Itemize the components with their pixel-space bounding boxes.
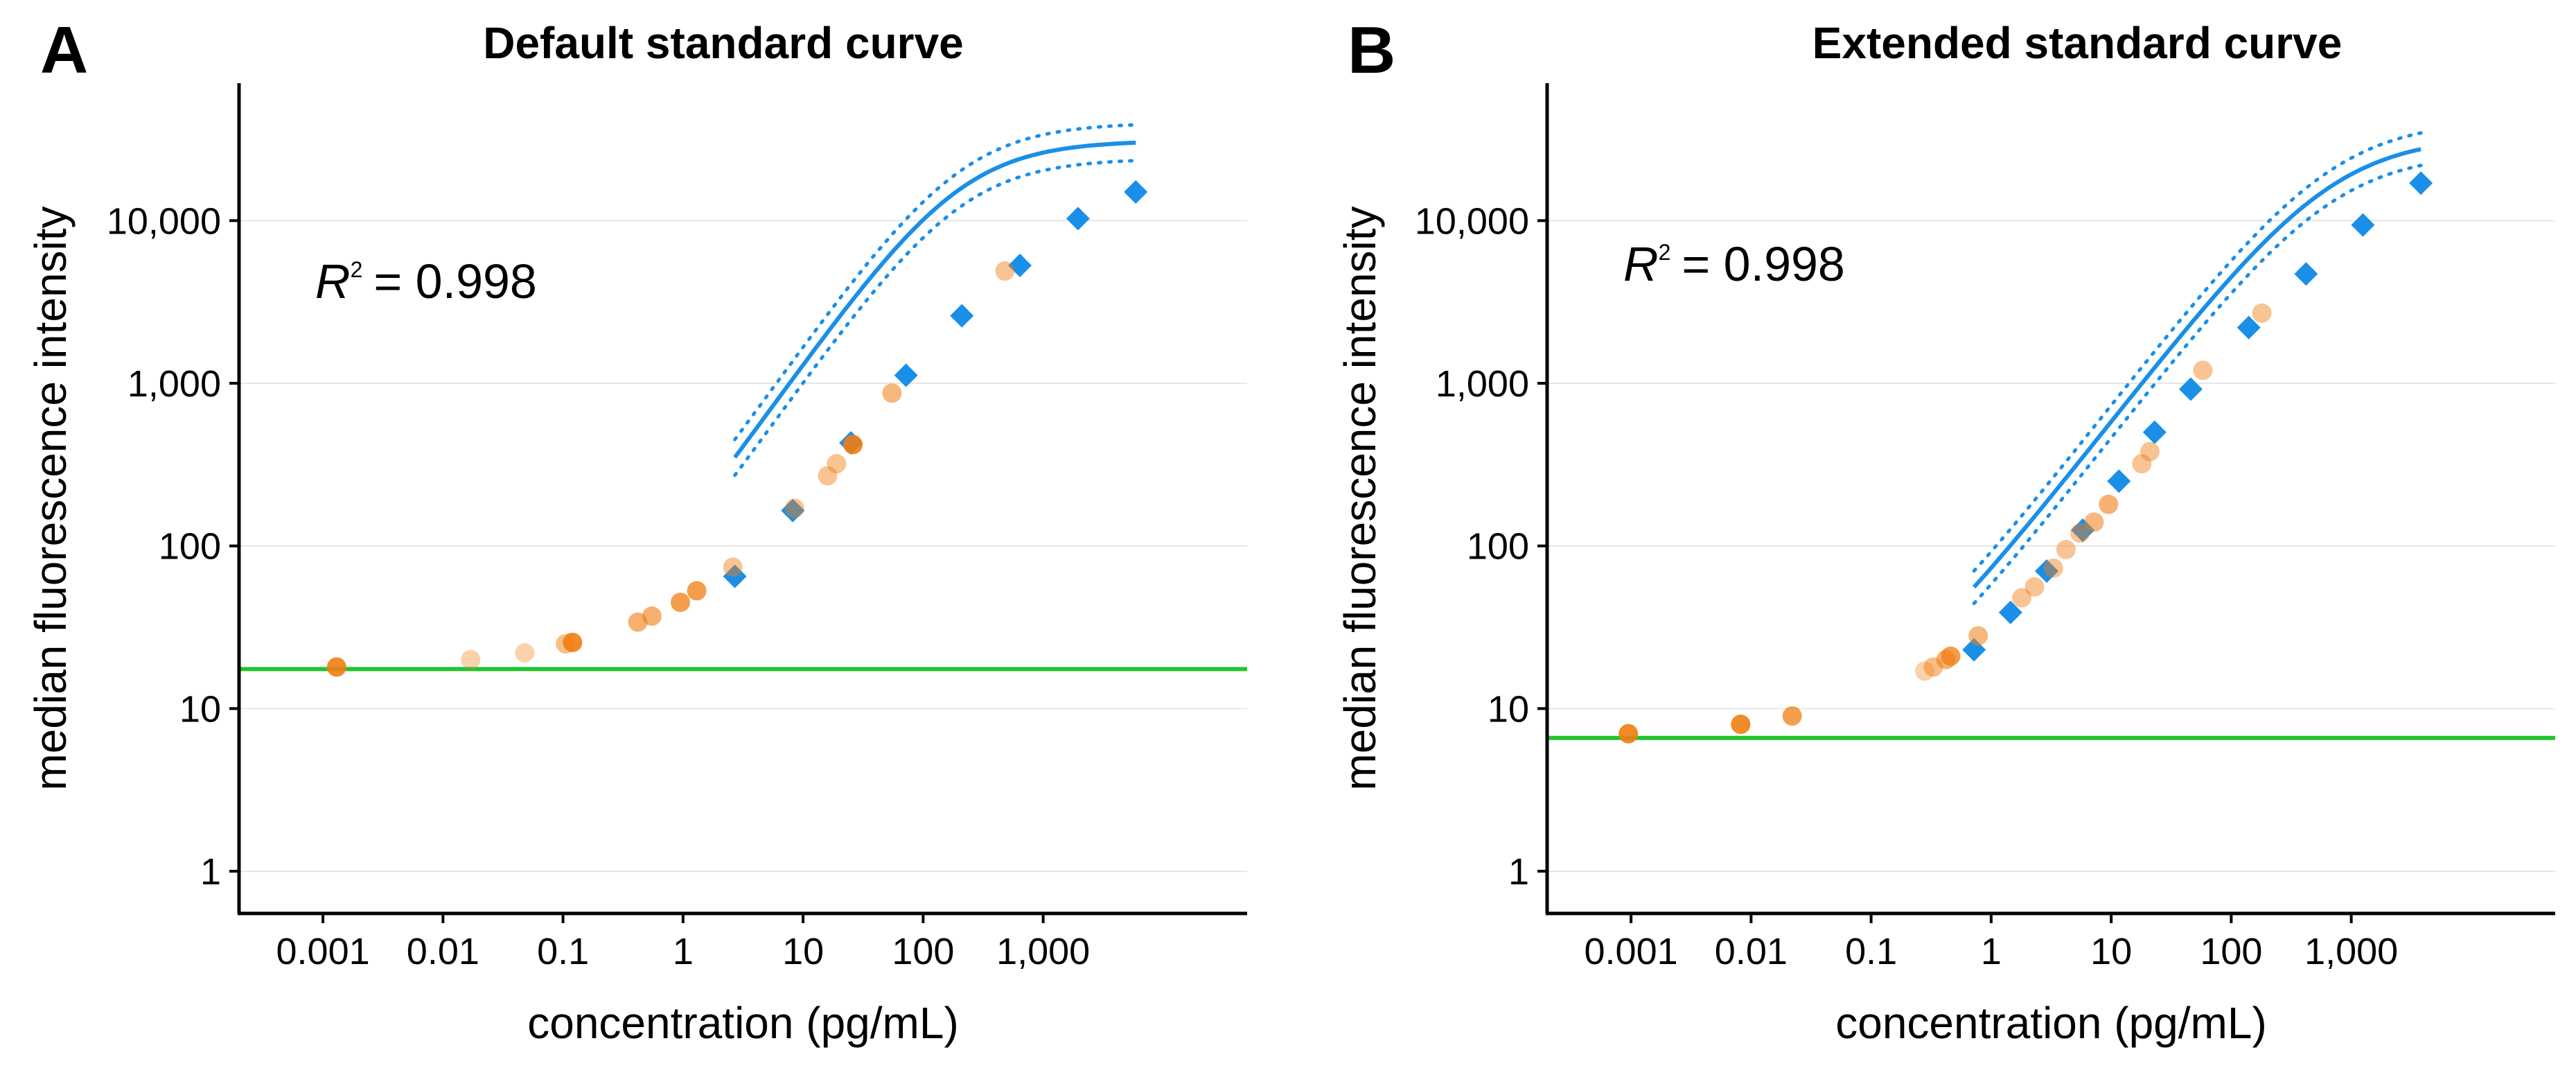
sample-point [2193,360,2213,380]
y-tick-label: 1 [1508,851,1529,893]
y-tick-label: 100 [159,526,221,568]
panel-b-title: Extended standard curve [1812,18,2343,68]
standard-point [2034,559,2058,584]
sample-point [563,632,583,652]
standard-point [2294,262,2318,286]
confidence-band-upper [733,123,1138,441]
sample-point [1782,706,1802,726]
standard-point [2178,377,2203,401]
sample-point [2140,441,2160,462]
x-tick-label: 10 [2090,931,2132,972]
standard-point [723,564,747,588]
sample-point [2099,494,2119,514]
panel-letter-a: A [40,13,88,87]
x-tick-label: 100 [892,931,954,972]
y-tick-label: 10,000 [1415,200,1529,242]
sample-point [687,581,707,601]
standard-point [1066,207,1090,231]
y-tick-label: 10,000 [107,200,221,242]
confidence-band-upper [1972,131,2423,573]
standard-point [2107,469,2131,493]
r-squared-annotation: R2 = 0.998 [315,254,537,308]
fit-curve [1972,147,2421,589]
sample-point [2012,588,2032,608]
y-axis-label: median fluorescence intensity [26,206,76,790]
standard-point [1124,180,1148,204]
sample-point [784,498,804,518]
sample-point [827,454,847,474]
y-tick-label: 1,000 [127,363,221,405]
x-tick-label: 1 [1981,931,2002,972]
sample-point [326,657,346,677]
standard-point [894,363,918,387]
panel-a-title: Default standard curve [483,18,964,68]
x-tick-label: 0.01 [407,931,479,972]
y-tick-label: 10 [179,688,221,730]
confidence-band-lower [733,159,1138,478]
sample-point [671,593,691,613]
standard-point [2142,420,2167,444]
sample-point [2252,303,2272,323]
sample-point [882,383,902,403]
x-tick-label: 1,000 [996,931,1090,972]
standard-point [2409,171,2433,195]
sample-point [461,649,481,669]
panel-a: A Default standard curve 1 10 100 1,000 10,0… [26,13,1247,1048]
sample-point [995,261,1015,281]
sample-point [1618,724,1639,744]
sample-point [1968,626,1988,646]
sample-point [2132,454,2152,474]
x-tick-label: 1 [673,931,694,972]
sample-point [818,466,838,486]
y-axis-label: median fluorescence intensity [1335,206,1385,790]
sample-point [2024,577,2045,597]
x-tick-label: 1,000 [2304,931,2398,972]
x-tick-label: 100 [2200,931,2262,972]
x-tick-label: 0.1 [537,931,589,972]
sample-point [515,643,535,663]
sample-point [1941,646,1961,666]
sample-point [2084,512,2104,532]
r-squared-annotation: R2 = 0.998 [1623,237,1845,291]
y-tick-label: 100 [1467,526,1529,568]
standard-point [1998,600,2022,624]
sample-point [2043,558,2063,578]
x-tick-label: 0.001 [1585,931,1678,972]
standard-point [2351,213,2375,237]
panel-b: B Extended standard curve 1 10 100 1,000 10,… [1335,13,2555,1048]
sample-point [642,606,662,627]
x-axis-label: concentration (pg/mL) [1835,998,2267,1048]
y-tick-label: 10 [1488,688,1529,730]
standard-point [950,304,974,328]
x-tick-label: 10 [782,931,824,972]
x-tick-label: 0.001 [276,931,370,972]
sample-point [843,435,863,455]
x-tick-label: 0.01 [1715,931,1788,972]
panel-letter-b: B [1348,13,1395,87]
sample-point [2070,523,2090,543]
standard-point [1008,254,1032,278]
sample-point [1731,715,1751,735]
fit-curve [733,140,1136,459]
y-tick-label: 1 [200,851,221,893]
y-tick-label: 1,000 [1436,363,1529,405]
sample-point [2056,539,2076,559]
sample-point [723,557,743,577]
x-tick-label: 0.1 [1845,931,1897,972]
standard-point [781,498,805,523]
x-axis-label: concentration (pg/mL) [527,998,959,1048]
confidence-band-lower [1972,164,2423,606]
standard-point [2237,315,2261,340]
